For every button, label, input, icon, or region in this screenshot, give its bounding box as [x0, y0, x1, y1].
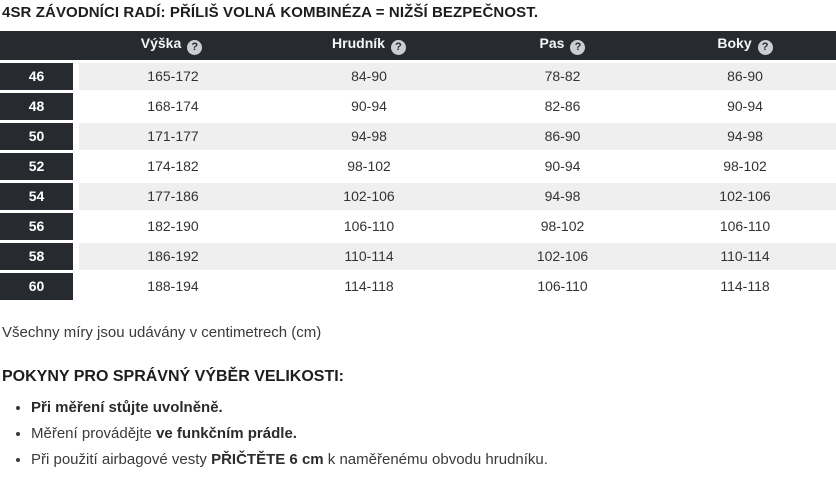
measurement-cell: 102-106 [267, 181, 471, 213]
measurement-cell: 94-98 [654, 121, 836, 153]
column-header-label: Výška [140, 35, 182, 52]
instructions-heading: POKYNY PRO SPRÁVNÝ VÝBĚR VELIKOSTI: [2, 367, 344, 385]
help-icon[interactable]: ? [570, 40, 586, 56]
size-cell: 46 [0, 61, 79, 93]
table-row: 48 168-174 90-94 82-86 90-94 [0, 91, 836, 123]
size-table-body: 46 165-172 84-90 78-82 86-90 48 168-174 90-94 82… [0, 61, 836, 303]
size-column-corner [0, 31, 76, 63]
measurement-cell: 86-90 [471, 121, 654, 153]
page-title: 4SR ZÁVODNÍCI RADÍ: PŘÍLIŠ VOLNÁ KOMBINÉ… [2, 4, 539, 21]
table-row: 54 177-186 102-106 94-98 102-106 [0, 181, 836, 213]
table-row: 56 182-190 106-110 98-102 106-110 [0, 211, 836, 243]
measurement-cell: 110-114 [654, 241, 836, 273]
size-chart-table: Výška? Hrudník? Pas? Boky? 46 165-172 84-90 78… [0, 31, 836, 303]
measurement-cell: 94-98 [267, 121, 471, 153]
help-icon[interactable]: ? [390, 40, 406, 56]
instruction-text: Měření provádějte [31, 424, 157, 442]
measurement-cell: 94-98 [471, 181, 654, 213]
instruction-item: Při použití airbagové vesty PŘIČTĚTE 6 c… [31, 451, 836, 468]
size-cell: 48 [0, 91, 79, 123]
instruction-bold-text: PŘIČTĚTE 6 cm [211, 450, 324, 468]
column-header-label: Pas [539, 35, 565, 52]
column-header: Hrudník? [267, 31, 471, 63]
size-cell: 54 [0, 181, 79, 213]
measurement-cell: 90-94 [267, 91, 471, 123]
measurement-cell: 106-110 [267, 211, 471, 243]
measurement-cell: 177-186 [76, 181, 267, 213]
measurement-cell: 98-102 [654, 151, 836, 183]
measurement-cell: 114-118 [654, 271, 836, 303]
help-icon[interactable]: ? [187, 40, 203, 56]
help-icon[interactable]: ? [757, 40, 773, 56]
table-row: 52 174-182 98-102 90-94 98-102 [0, 151, 836, 183]
column-header-label: Hrudník [332, 35, 385, 52]
instruction-item: Měření provádějte ve funkčním prádle. [31, 425, 836, 442]
units-note: Všechny míry jsou udávány v centimetrech… [2, 323, 322, 341]
table-row: 58 186-192 110-114 102-106 110-114 [0, 241, 836, 273]
measurement-cell: 86-90 [654, 61, 836, 93]
instruction-bold-text: Při měření stůjte uvolněně. [31, 398, 223, 416]
instruction-bold-text: ve funkčním prádle. [156, 424, 297, 442]
measurement-cell: 106-110 [471, 271, 654, 303]
measurement-cell: 174-182 [76, 151, 267, 183]
measurement-cell: 90-94 [654, 91, 836, 123]
size-cell: 60 [0, 271, 79, 303]
measurement-cell: 114-118 [267, 271, 471, 303]
measurement-cell: 182-190 [76, 211, 267, 243]
measurement-cell: 78-82 [471, 61, 654, 93]
instructions-list: Při měření stůjte uvolněně. Měření provád… [0, 399, 836, 468]
table-row: 46 165-172 84-90 78-82 86-90 [0, 61, 836, 93]
measurement-cell: 168-174 [76, 91, 267, 123]
table-row: 50 171-177 94-98 86-90 94-98 [0, 121, 836, 153]
measurement-cell: 98-102 [471, 211, 654, 243]
size-cell: 56 [0, 211, 79, 243]
measurement-cell: 171-177 [76, 121, 267, 153]
measurement-cell: 102-106 [654, 181, 836, 213]
column-header: Výška? [76, 31, 267, 63]
measurement-cell: 186-192 [76, 241, 267, 273]
instruction-text: Při použití airbagové vesty [31, 450, 212, 468]
size-table-header-row: Výška? Hrudník? Pas? Boky? [0, 31, 836, 63]
size-cell: 52 [0, 151, 79, 183]
measurement-cell: 90-94 [471, 151, 654, 183]
size-cell: 58 [0, 241, 79, 273]
measurement-cell: 165-172 [76, 61, 267, 93]
measurement-cell: 102-106 [471, 241, 654, 273]
column-header: Boky? [654, 31, 836, 63]
measurement-cell: 110-114 [267, 241, 471, 273]
instruction-item: Při měření stůjte uvolněně. [31, 399, 836, 416]
measurement-cell: 84-90 [267, 61, 471, 93]
column-header: Pas? [471, 31, 654, 63]
measurement-cell: 106-110 [654, 211, 836, 243]
measurement-cell: 98-102 [267, 151, 471, 183]
column-header-label: Boky [717, 35, 752, 52]
size-cell: 50 [0, 121, 79, 153]
measurement-cell: 188-194 [76, 271, 267, 303]
measurement-cell: 82-86 [471, 91, 654, 123]
instruction-text: k naměřenému obvodu hrudníku. [323, 450, 548, 468]
table-row: 60 188-194 114-118 106-110 114-118 [0, 271, 836, 303]
